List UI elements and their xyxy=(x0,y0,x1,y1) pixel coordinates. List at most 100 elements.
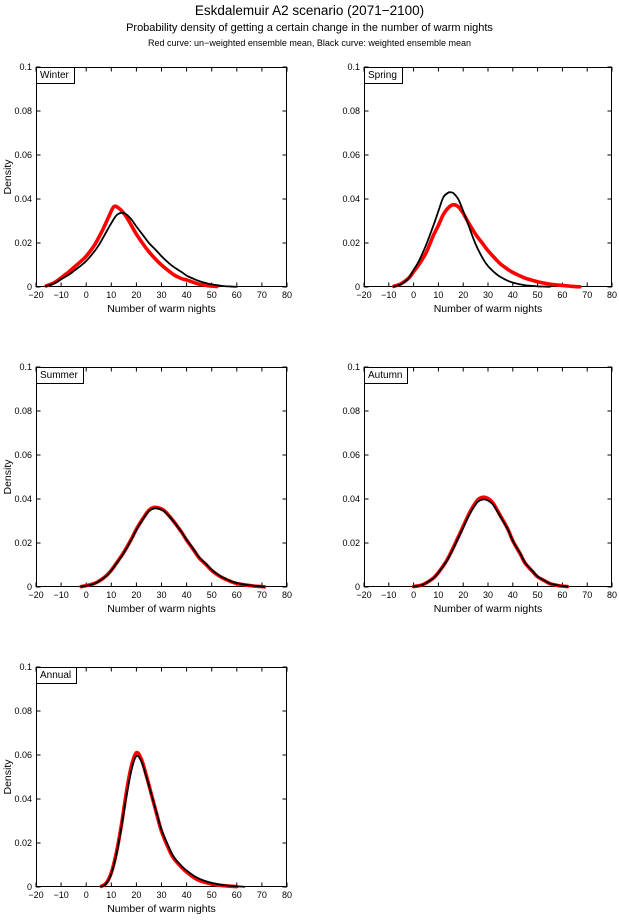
x-tick-label: 70 xyxy=(257,890,267,900)
curve-black-weighted xyxy=(392,191,551,288)
y-tick-label: 0.04 xyxy=(14,794,32,804)
x-tick-label: 30 xyxy=(483,590,493,600)
y-tick-label: 0.02 xyxy=(14,538,32,548)
y-tick-label: 0.1 xyxy=(19,662,32,672)
y-axis-label: Density xyxy=(2,759,14,795)
figure-title: Eskdalemuir A2 scenario (2071−2100) xyxy=(194,3,425,18)
x-tick-label: −10 xyxy=(381,290,396,300)
x-tick-label: 30 xyxy=(483,290,493,300)
panel-label-summer: Summer xyxy=(37,368,84,384)
figure-subtitle: Probability density of getting a certain… xyxy=(126,22,493,34)
x-tick-label: 0 xyxy=(84,590,89,600)
x-tick-label: 50 xyxy=(533,590,543,600)
plot-border xyxy=(36,667,287,887)
x-tick-label: −20 xyxy=(28,590,43,600)
curve-red-unweighted xyxy=(99,750,239,889)
x-tick-label: 60 xyxy=(232,890,242,900)
x-tick-label: 20 xyxy=(131,890,141,900)
x-tick-label: 20 xyxy=(458,590,468,600)
x-tick-label: 40 xyxy=(182,290,192,300)
x-tick-label: 50 xyxy=(207,590,217,600)
curve-black-weighted xyxy=(412,498,569,588)
x-axis-label: Number of warm nights xyxy=(107,603,216,615)
x-tick-label: 10 xyxy=(106,590,116,600)
x-tick-label: 40 xyxy=(182,890,192,900)
x-tick-label: 0 xyxy=(84,290,89,300)
y-tick-label: 0.1 xyxy=(19,362,32,372)
curve-red-unweighted xyxy=(44,204,219,289)
x-axis-label: Number of warm nights xyxy=(434,303,543,315)
x-tick-label: 30 xyxy=(156,890,166,900)
x-tick-label: −10 xyxy=(381,590,396,600)
x-tick-label: 40 xyxy=(508,290,518,300)
y-tick-label: 0.04 xyxy=(342,494,360,504)
x-tick-label: −20 xyxy=(356,590,371,600)
x-axis-label: Number of warm nights xyxy=(107,903,216,915)
x-tick-label: 60 xyxy=(557,590,567,600)
x-tick-label: −10 xyxy=(53,890,68,900)
y-tick-label: 0 xyxy=(355,282,360,292)
x-tick-label: 60 xyxy=(557,290,567,300)
x-tick-label: 50 xyxy=(207,890,217,900)
curve-black-weighted xyxy=(80,507,266,588)
y-tick-label: 0.1 xyxy=(347,62,360,72)
y-tick-label: 0.1 xyxy=(19,62,32,72)
x-tick-label: 50 xyxy=(533,290,543,300)
y-tick-label: 0 xyxy=(27,282,32,292)
x-tick-label: 70 xyxy=(257,290,267,300)
x-tick-label: 70 xyxy=(257,590,267,600)
x-tick-label: 40 xyxy=(508,590,518,600)
curve-black-weighted xyxy=(45,211,238,288)
x-tick-label: 20 xyxy=(131,290,141,300)
x-tick-label: 10 xyxy=(433,590,443,600)
x-tick-label: 0 xyxy=(411,590,416,600)
y-tick-label: 0.1 xyxy=(347,362,360,372)
x-tick-label: 80 xyxy=(282,290,292,300)
x-tick-label: 50 xyxy=(207,290,217,300)
x-tick-label: 70 xyxy=(582,290,592,300)
y-tick-label: 0.06 xyxy=(342,450,360,460)
panel-label-annual: Annual xyxy=(37,668,78,684)
panel-label-autumn: Autumn xyxy=(365,368,409,384)
y-tick-label: 0 xyxy=(27,882,32,892)
x-tick-label: −20 xyxy=(356,290,371,300)
x-tick-label: 0 xyxy=(411,290,416,300)
y-tick-label: 0.08 xyxy=(14,106,32,116)
y-tick-label: 0.02 xyxy=(342,238,360,248)
y-tick-label: 0.06 xyxy=(14,750,32,760)
panel-label-winter: Winter xyxy=(37,68,75,84)
x-tick-label: −20 xyxy=(28,890,43,900)
y-tick-label: 0.06 xyxy=(342,150,360,160)
y-tick-label: 0.04 xyxy=(342,194,360,204)
x-tick-label: 80 xyxy=(607,290,617,300)
y-tick-label: 0.04 xyxy=(14,494,32,504)
legend-note: Red curve: un−weighted ensemble mean, Bl… xyxy=(148,38,471,48)
x-tick-label: 40 xyxy=(182,590,192,600)
y-tick-label: 0.06 xyxy=(14,450,32,460)
x-tick-label: −20 xyxy=(28,290,43,300)
x-tick-label: 80 xyxy=(282,890,292,900)
x-tick-label: −10 xyxy=(53,590,68,600)
panel-label-spring: Spring xyxy=(365,68,403,84)
x-tick-label: 80 xyxy=(607,590,617,600)
curve-red-unweighted xyxy=(391,202,582,289)
x-axis-label: Number of warm nights xyxy=(434,603,543,615)
x-tick-label: 10 xyxy=(106,890,116,900)
y-tick-label: 0.08 xyxy=(342,406,360,416)
x-tick-label: 60 xyxy=(232,290,242,300)
x-tick-label: 10 xyxy=(433,290,443,300)
x-tick-label: 30 xyxy=(156,290,166,300)
y-tick-label: 0.02 xyxy=(14,238,32,248)
x-tick-label: 10 xyxy=(106,290,116,300)
y-tick-label: 0 xyxy=(27,582,32,592)
x-axis-label: Number of warm nights xyxy=(107,303,216,315)
x-tick-label: −10 xyxy=(53,290,68,300)
curve-black-weighted xyxy=(100,754,246,888)
y-axis-label: Density xyxy=(2,459,14,495)
